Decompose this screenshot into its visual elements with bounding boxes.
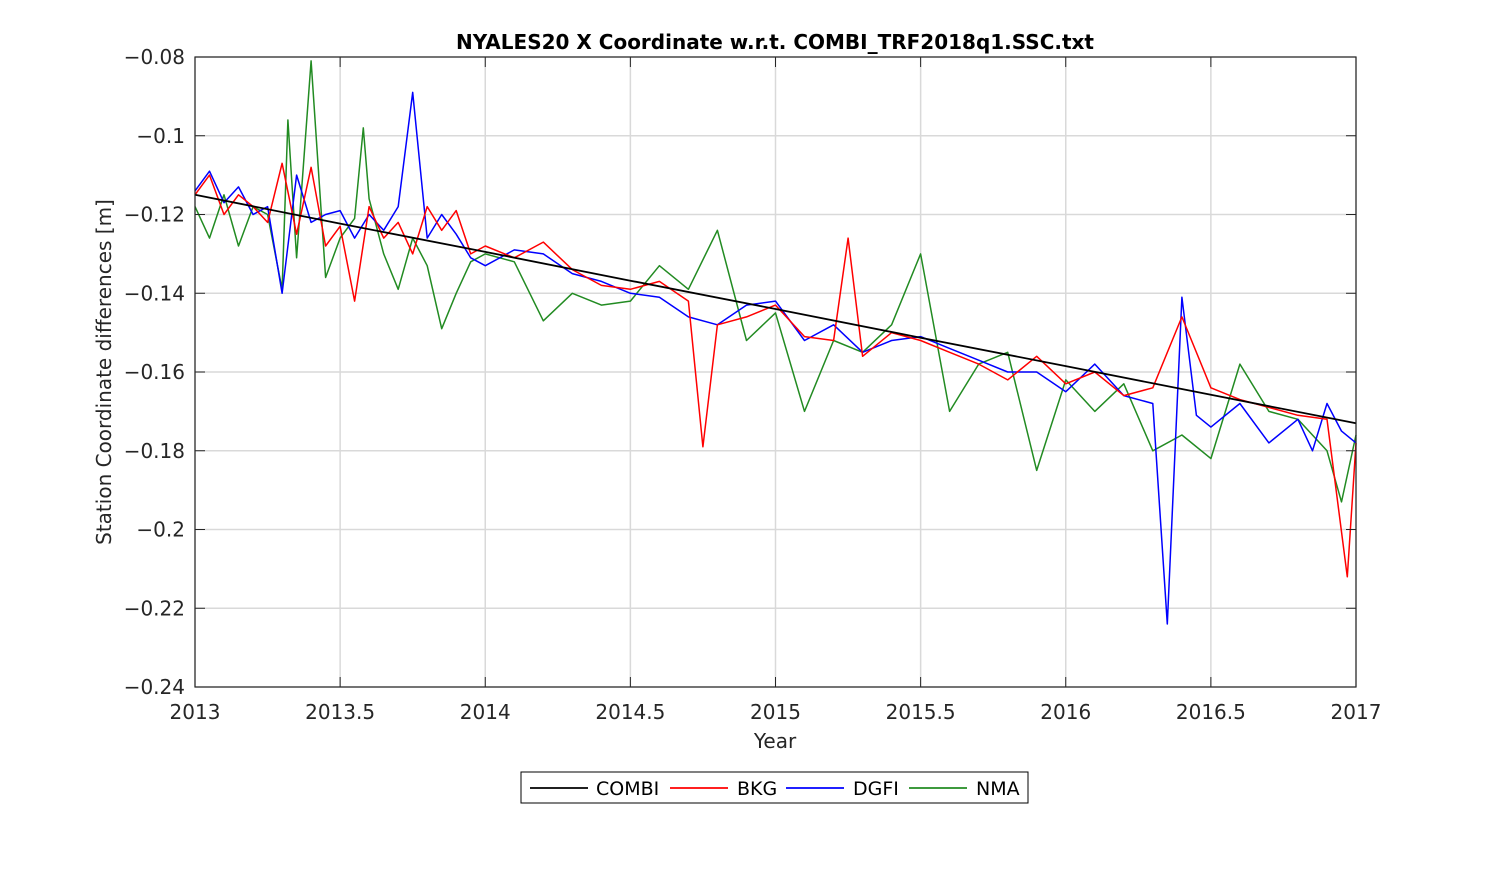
axis-ticks: 2013 2013.5 2014 2014.5 2015 2015.5 2016 2016.5…	[124, 45, 1382, 724]
y-tick-label: −0.12	[124, 203, 185, 227]
y-tick-label: −0.22	[124, 596, 185, 620]
series-line-bkg	[194, 162, 1357, 578]
legend-entry-label: BKG	[737, 778, 777, 800]
y-tick-label: −0.16	[124, 360, 185, 384]
x-tick-label: 2013	[170, 700, 221, 724]
series-lines	[194, 60, 1357, 625]
y-axis-label: Station Coordinate differences [m]	[92, 199, 116, 545]
x-tick-label: 2014.5	[595, 700, 665, 724]
series-line-combi	[194, 193, 1357, 425]
x-tick-label: 2014	[460, 700, 511, 724]
x-axis-label: Year	[753, 729, 797, 753]
y-tick-label: −0.14	[124, 281, 185, 305]
x-tick-label: 2015	[750, 700, 801, 724]
series-line-dgfi	[194, 91, 1357, 625]
y-tick-label: −0.18	[124, 439, 185, 463]
legend-entry-label: DGFI	[853, 778, 899, 800]
legend: COMBI BKG DGFI NMA	[520, 771, 1029, 804]
legend-entry-label: COMBI	[596, 778, 659, 800]
y-tick-label: −0.08	[124, 45, 185, 69]
x-tick-label: 2016	[1040, 700, 1091, 724]
x-tick-label: 2013.5	[305, 700, 375, 724]
x-tick-label: 2016.5	[1176, 700, 1246, 724]
y-tick-label: −0.1	[136, 124, 185, 148]
y-tick-label: −0.24	[124, 675, 185, 699]
x-tick-label: 2017	[1331, 700, 1382, 724]
chart-title: NYALES20 X Coordinate w.r.t. COMBI_TRF20…	[456, 30, 1094, 54]
legend-entry-label: NMA	[976, 778, 1020, 800]
y-tick-label: −0.2	[136, 518, 185, 542]
x-tick-label: 2015.5	[886, 700, 956, 724]
